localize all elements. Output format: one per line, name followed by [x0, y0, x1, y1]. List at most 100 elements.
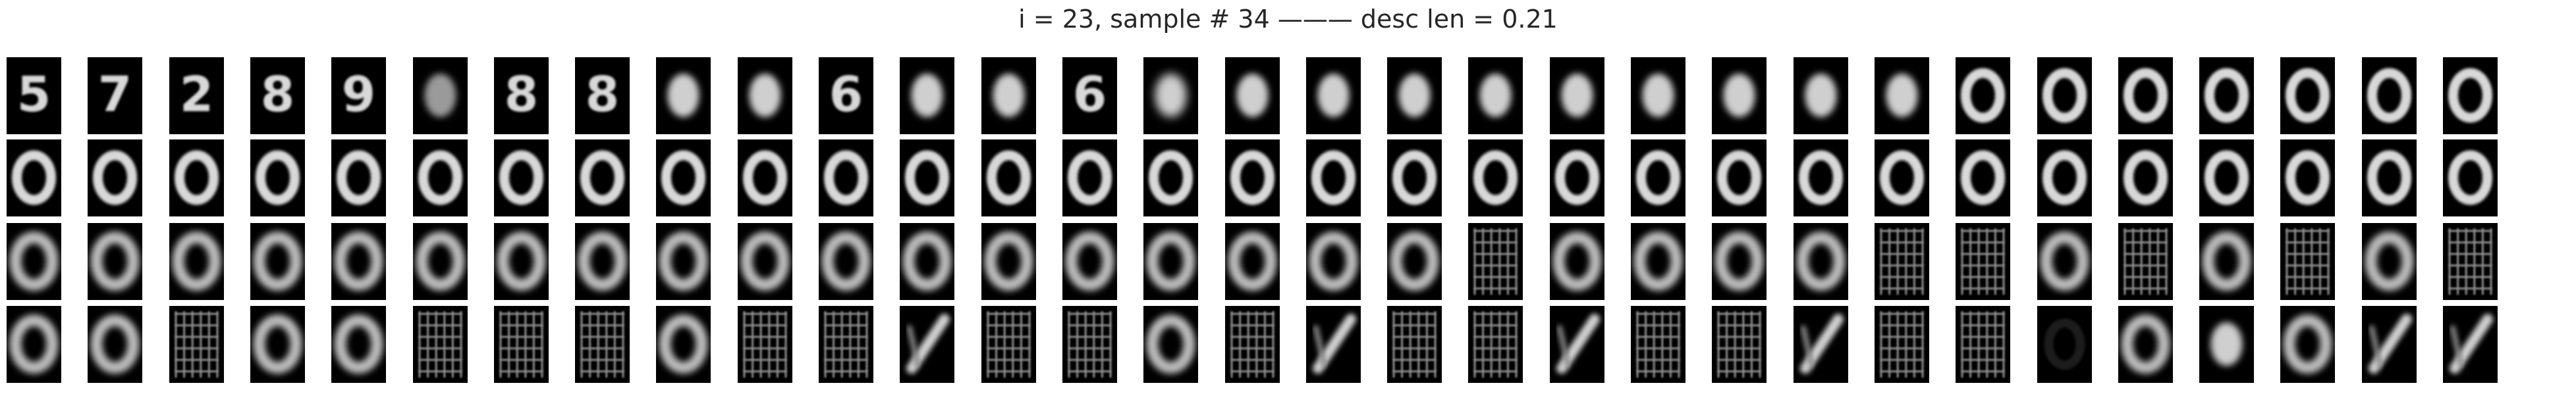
sample-image-grid-noise	[1875, 223, 1929, 300]
sample-image-grid-noise	[169, 306, 224, 383]
sample-image-grid-noise	[1387, 306, 1442, 383]
sample-image-blob	[1550, 57, 1604, 134]
sample-image-ring	[1956, 57, 2010, 134]
sample-image-blurry-ring	[2280, 306, 2335, 383]
sample-image-digit-8: 8	[575, 57, 630, 134]
sample-image-ring	[88, 139, 142, 216]
sample-image-grid-noise	[2443, 223, 2498, 300]
sample-image-diagonal-stroke	[1794, 306, 1848, 383]
svg-text:2: 2	[180, 66, 214, 123]
sample-image-blurry-ring	[250, 223, 305, 300]
sample-image-grid-noise	[981, 306, 1036, 383]
sample-image-ring	[2443, 57, 2498, 134]
sample-image-diagonal-stroke	[2443, 306, 2498, 383]
sample-image-ring	[656, 139, 711, 216]
sample-image-blurry-ring	[169, 223, 224, 300]
sample-image-blurry-ring	[819, 223, 873, 300]
sample-image-ring	[1062, 139, 1117, 216]
sample-image-blurry-ring	[1225, 223, 1280, 300]
sample-image-grid-noise	[1468, 223, 1523, 300]
sample-image-blurry-ring	[2362, 223, 2417, 300]
sample-image-blurry-ring	[88, 223, 142, 300]
sample-image-blob	[656, 57, 711, 134]
sample-image-blurry-ring	[7, 306, 61, 383]
sample-image-blurry-ring	[1143, 223, 1198, 300]
sample-image-blurry-ring	[494, 223, 549, 300]
sample-image-blurry-ring	[900, 223, 954, 300]
sample-image-ring	[1956, 139, 2010, 216]
sample-image-grid-noise	[2280, 223, 2335, 300]
sample-image-blurry-ring	[1712, 223, 1767, 300]
svg-text:8: 8	[261, 66, 295, 123]
sample-image-digit-8: 8	[250, 57, 305, 134]
sample-image-blurry-ring	[331, 223, 386, 300]
sample-image-ring	[738, 139, 792, 216]
sample-image-ring	[1794, 139, 1848, 216]
sample-image-digit-2: 2	[169, 57, 224, 134]
sample-image-grid-noise	[1712, 306, 1767, 383]
sample-image-grid-noise	[738, 306, 792, 383]
sample-image-ring	[2362, 57, 2417, 134]
sample-image-blurry-ring	[1794, 223, 1848, 300]
sample-image-faint-blob	[413, 57, 468, 134]
sample-image-diagonal-stroke	[900, 306, 954, 383]
svg-text:9: 9	[342, 66, 376, 123]
sample-image-blob	[738, 57, 792, 134]
sample-image-blurry-ring	[981, 223, 1036, 300]
svg-text:8: 8	[505, 66, 539, 123]
sample-image-blurry-ring	[331, 306, 386, 383]
sample-image-ring	[2118, 57, 2173, 134]
sample-image-grid-noise	[575, 306, 630, 383]
sample-image-dark-ring	[2037, 306, 2092, 383]
sample-image-blurry-ring	[1062, 223, 1117, 300]
sample-image-ring	[2118, 139, 2173, 216]
sample-image-grid-noise	[1956, 223, 2010, 300]
sample-image-blurry-ring	[1631, 223, 1685, 300]
sample-image-blurry-ring	[738, 223, 792, 300]
sample-image-blob	[1306, 57, 1361, 134]
sample-image-grid-noise	[819, 306, 873, 383]
svg-text:8: 8	[586, 66, 620, 123]
sample-image-ring	[250, 139, 305, 216]
sample-image-ring	[981, 139, 1036, 216]
sample-image-blurry-ring	[413, 223, 468, 300]
sample-image-ring	[2280, 139, 2335, 216]
sample-image-ring	[819, 139, 873, 216]
sample-image-digit-8: 8	[494, 57, 549, 134]
sample-image-ring	[1225, 139, 1280, 216]
sample-image-ring	[575, 139, 630, 216]
sample-image-ring	[2199, 57, 2254, 134]
sample-image-blob	[1712, 57, 1767, 134]
sample-image-grid-noise	[1468, 306, 1523, 383]
sample-image-digit-5: 5	[7, 57, 61, 134]
sample-image-digit-7: 7	[88, 57, 142, 134]
figure-title: i = 23, sample # 34 ——— desc len = 0.21	[1018, 5, 1558, 34]
sample-image-ring	[7, 139, 61, 216]
sample-image-ring	[1387, 139, 1442, 216]
sample-image-blob	[1468, 57, 1523, 134]
sample-image-blob	[1875, 57, 1929, 134]
sample-image-blurry-ring	[656, 223, 711, 300]
sample-image-grid-noise	[2118, 223, 2173, 300]
sample-image-blurry-ring	[1306, 223, 1361, 300]
sample-image-grid-noise	[1062, 306, 1117, 383]
sample-image-blurry-ring	[88, 306, 142, 383]
sample-image-ring	[413, 139, 468, 216]
svg-text:7: 7	[98, 66, 132, 123]
sample-image-ring	[1875, 139, 1929, 216]
sample-image-ring	[331, 139, 386, 216]
sample-image-blurry-ring	[1143, 306, 1198, 383]
sample-image-ring	[2037, 57, 2092, 134]
sample-image-blurry-ring	[2037, 223, 2092, 300]
sample-image-noisy-blob	[1143, 57, 1198, 134]
sample-image-grid-noise	[1875, 306, 1929, 383]
sample-image-grid-noise	[1956, 306, 2010, 383]
sample-image-ring	[2037, 139, 2092, 216]
svg-text:6: 6	[829, 66, 863, 123]
sample-image-blurry-ring	[7, 223, 61, 300]
sample-image-blob	[981, 57, 1036, 134]
sample-image-blob	[1387, 57, 1442, 134]
sample-image-ring	[2280, 57, 2335, 134]
sample-image-grid-noise	[494, 306, 549, 383]
